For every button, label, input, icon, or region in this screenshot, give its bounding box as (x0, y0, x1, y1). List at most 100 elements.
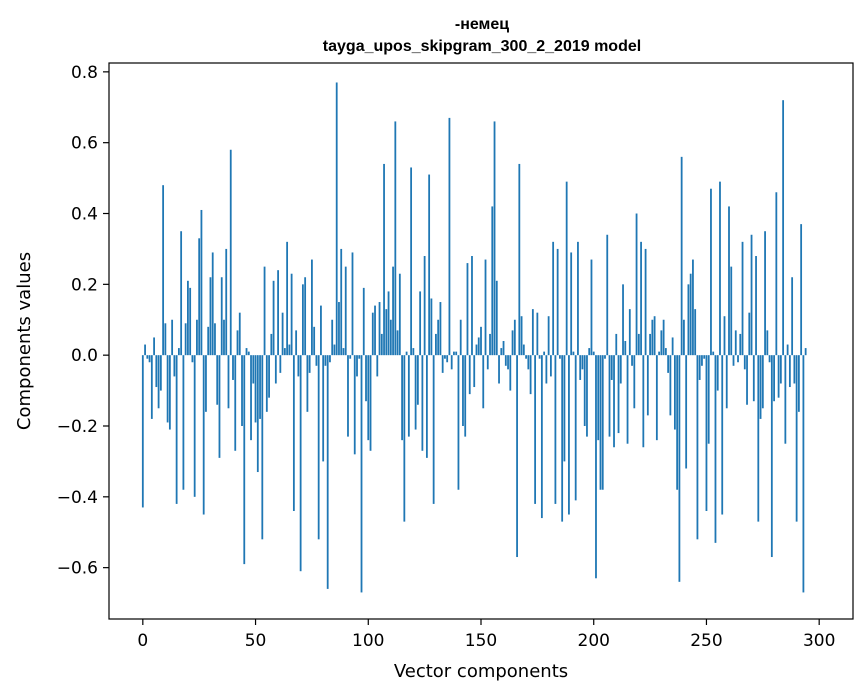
bar-17 (180, 231, 183, 356)
bar-47 (247, 351, 250, 356)
bar-192 (574, 355, 577, 501)
bar-163 (509, 355, 512, 391)
bar-213 (622, 284, 624, 356)
bar-100 (367, 355, 370, 441)
bar-110 (389, 319, 392, 356)
bar-231 (662, 319, 665, 356)
bar-186 (561, 355, 564, 522)
bar-144 (466, 263, 469, 356)
bar-56 (268, 355, 270, 398)
bar-264 (737, 355, 739, 363)
bar-217 (631, 355, 633, 366)
bar-153 (486, 355, 489, 370)
bar-157 (495, 280, 498, 356)
bar-77 (315, 355, 318, 366)
bar-44 (241, 355, 243, 426)
y-tick-label: −0.2 (57, 417, 98, 437)
bar-31 (211, 252, 214, 356)
bar-149 (477, 337, 480, 356)
bar-179 (545, 355, 548, 384)
bar-15 (175, 355, 178, 504)
bar-189 (568, 355, 570, 515)
bar-88 (340, 248, 343, 356)
bar-218 (633, 355, 636, 409)
bar-8 (159, 355, 162, 391)
bar-193 (577, 241, 579, 356)
bar-132 (439, 302, 442, 356)
bar-155 (491, 206, 494, 356)
bar-35 (220, 277, 223, 356)
bar-112 (394, 121, 397, 356)
bar-65 (288, 344, 291, 356)
bar-136 (448, 117, 451, 356)
bar-116 (403, 355, 406, 522)
bar-182 (552, 241, 555, 356)
bar-279 (770, 355, 773, 558)
bar-180 (547, 316, 550, 356)
bar-152 (484, 259, 487, 356)
bar-246 (696, 355, 699, 540)
bar-229 (658, 351, 661, 356)
bar-236 (673, 355, 676, 430)
bar-0 (141, 355, 144, 508)
chart-title-line-1: -немец (455, 16, 509, 33)
bar-142 (462, 355, 464, 426)
bar-71 (301, 284, 304, 356)
bar-66 (290, 273, 293, 356)
x-tick-label: 150 (465, 631, 497, 651)
bar-234 (669, 355, 672, 416)
bar-82 (326, 355, 329, 589)
bar-293 (802, 355, 805, 593)
bar-105 (378, 302, 381, 356)
bar-251 (707, 355, 710, 444)
bar-162 (507, 355, 509, 370)
bar-125 (423, 256, 426, 356)
bar-107 (383, 163, 385, 356)
x-axis-label: Vector components (394, 661, 568, 682)
bar-139 (455, 351, 458, 356)
bar-25 (198, 238, 201, 356)
bar-190 (570, 252, 573, 356)
bar-183 (554, 355, 557, 504)
bar-54 (263, 266, 266, 356)
bar-181 (549, 355, 552, 377)
bar-244 (692, 259, 694, 356)
bar-222 (642, 355, 645, 448)
bar-156 (493, 121, 496, 356)
bar-177 (540, 355, 543, 519)
bar-109 (387, 291, 390, 356)
bar-43 (238, 312, 241, 356)
bar-117 (405, 351, 408, 356)
x-tick-label: 300 (803, 631, 835, 651)
bar-52 (259, 355, 261, 419)
bar-29 (207, 326, 210, 356)
bar-253 (712, 351, 715, 356)
bar-220 (637, 333, 640, 356)
bar-86 (335, 82, 338, 356)
bar-50 (254, 355, 257, 423)
bar-98 (362, 287, 365, 356)
bar-101 (369, 355, 372, 451)
bar-57 (270, 333, 273, 356)
bar-120 (412, 348, 415, 356)
bar-268 (746, 355, 748, 405)
bar-80 (322, 355, 325, 462)
bar-72 (304, 277, 307, 356)
bar-91 (347, 355, 349, 437)
bar-16 (177, 348, 180, 356)
bar-68 (295, 330, 298, 356)
bar-209 (613, 355, 615, 448)
bar-130 (435, 333, 437, 356)
bar-40 (232, 355, 234, 380)
bar-67 (292, 355, 295, 511)
bar-93 (351, 252, 354, 356)
bar-260 (728, 206, 730, 356)
bar-19 (184, 323, 187, 356)
bar-23 (193, 355, 196, 497)
bar-151 (482, 355, 485, 409)
bar-119 (410, 167, 413, 356)
bar-111 (392, 266, 394, 356)
bar-11 (166, 355, 169, 423)
bar-73 (306, 355, 309, 412)
